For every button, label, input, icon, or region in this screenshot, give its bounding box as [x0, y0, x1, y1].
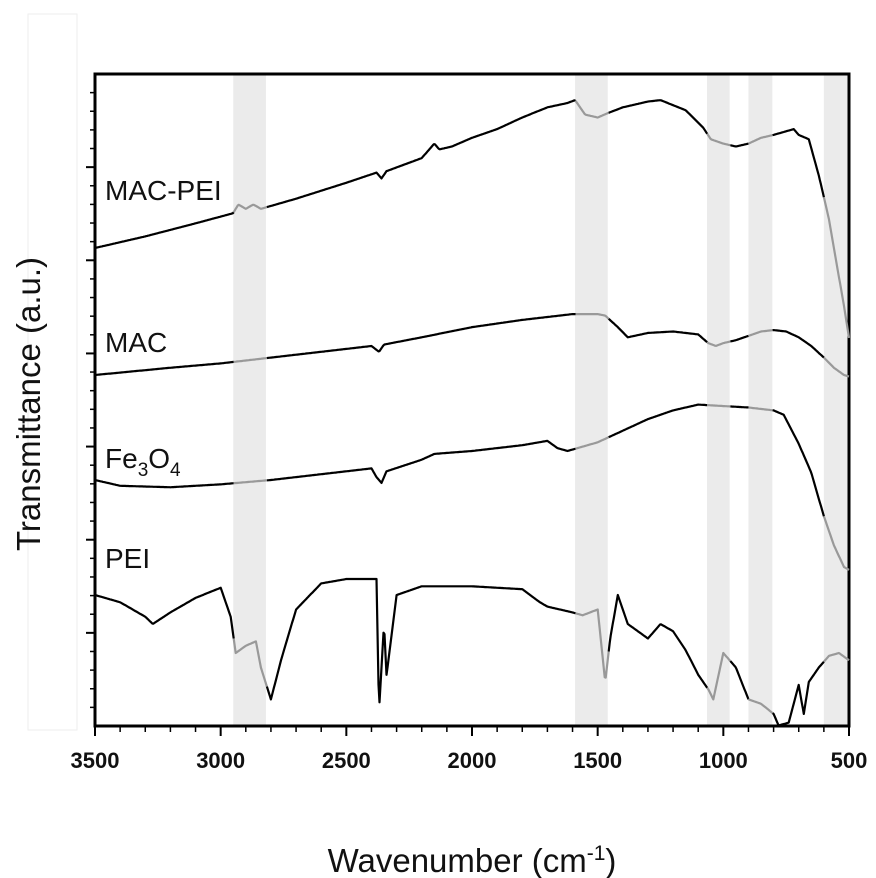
- spectra-curves: [94, 99, 851, 727]
- series-line-MAC-band-segment: [706, 340, 731, 347]
- series-line-Fe3O4-band-segment: [575, 436, 610, 450]
- x-tick-label-2500: 2500: [322, 748, 371, 773]
- series-line-MAC-segment: [772, 329, 825, 359]
- highlight-band-4: [823, 74, 849, 726]
- series-label-MAC: MAC: [105, 327, 167, 358]
- series-line-MAC-PEI-segment: [608, 99, 709, 135]
- x-tick-label-1000: 1000: [699, 748, 748, 773]
- series-line-PEI-segment: [607, 593, 709, 689]
- x-tick-label-1500: 1500: [573, 748, 622, 773]
- series-line-MAC-segment: [266, 313, 576, 360]
- series-line-MAC-segment: [730, 334, 749, 343]
- series-line-Fe3O4-band-segment: [707, 404, 731, 408]
- x-tick-label-3500: 3500: [71, 748, 120, 773]
- x-tick-label-500: 500: [831, 748, 868, 773]
- series-line-PEI-segment: [771, 660, 825, 727]
- series-labels: MAC-PEI MAC Fe3O4 PEI: [105, 175, 222, 574]
- series-line-PEI-band-segment: [575, 608, 610, 679]
- y-axis-ticks: [86, 91, 95, 709]
- highlight-bands: [233, 74, 849, 726]
- series-line-MAC-PEI-segment: [266, 99, 576, 209]
- highlight-band-1: [575, 74, 608, 726]
- x-tick-label-3000: 3000: [196, 748, 245, 773]
- series-label-PEI: PEI: [105, 543, 150, 574]
- series-line-MAC-PEI-segment: [94, 211, 235, 250]
- series-line-MAC-band-segment: [748, 329, 773, 337]
- x-axis-ticks: 3500 3000 2500 2000 1500 1000 500: [71, 726, 868, 773]
- series-line-PEI-segment: [94, 586, 235, 639]
- series-label-Fe3O4: Fe3O4: [105, 443, 181, 481]
- series-line-Fe3O4-band-segment: [233, 479, 268, 485]
- series-line-MAC-PEI-band-segment: [706, 133, 731, 147]
- series-line-MAC-PEI-band-segment: [232, 203, 268, 213]
- x-tick-label-2000: 2000: [448, 748, 497, 773]
- series-line-MAC-PEI-segment: [772, 128, 825, 198]
- series-line-Fe3O4-band-segment: [748, 406, 773, 412]
- series-line-MAC-band-segment: [233, 357, 268, 363]
- series-line-MAC-segment: [607, 317, 708, 344]
- series-line-Fe3O4-segment: [730, 405, 749, 409]
- series-line-PEI-band-segment: [706, 651, 732, 701]
- series-line-MAC-PEI-band-segment: [822, 197, 851, 339]
- highlight-band-2: [706, 74, 730, 726]
- series-line-Fe3O4-segment: [94, 478, 234, 489]
- series-line-Fe3O4-segment: [266, 439, 576, 484]
- series-line-MAC-PEI-band-segment: [574, 100, 610, 119]
- series-line-PEI-band-segment: [748, 698, 774, 714]
- series-line-MAC-band-segment: [823, 356, 850, 378]
- series-line-MAC-PEI-band-segment: [748, 134, 773, 145]
- series-line-PEI-band-segment: [823, 651, 850, 663]
- highlight-band-3: [748, 74, 773, 726]
- series-line-MAC-segment: [94, 360, 234, 377]
- x-axis-label: Wavenumber (cm-1): [328, 842, 617, 878]
- legend-placeholder-box: [27, 13, 78, 731]
- series-line-MAC-band-segment: [575, 313, 610, 320]
- series-line-Fe3O4-segment: [608, 403, 708, 439]
- series-line-MAC-PEI-segment: [730, 142, 749, 148]
- highlight-band-0: [233, 74, 266, 726]
- series-line-Fe3O4-segment: [772, 409, 825, 517]
- series-line-Fe3O4-band-segment: [822, 515, 850, 571]
- series-line-PEI-segment: [265, 577, 576, 704]
- series-line-PEI-segment: [729, 660, 750, 700]
- y-axis-label: Transmittance (a.u.): [10, 257, 47, 551]
- series-line-PEI-band-segment: [232, 638, 268, 687]
- series-label-MAC-PEI: MAC-PEI: [105, 175, 222, 206]
